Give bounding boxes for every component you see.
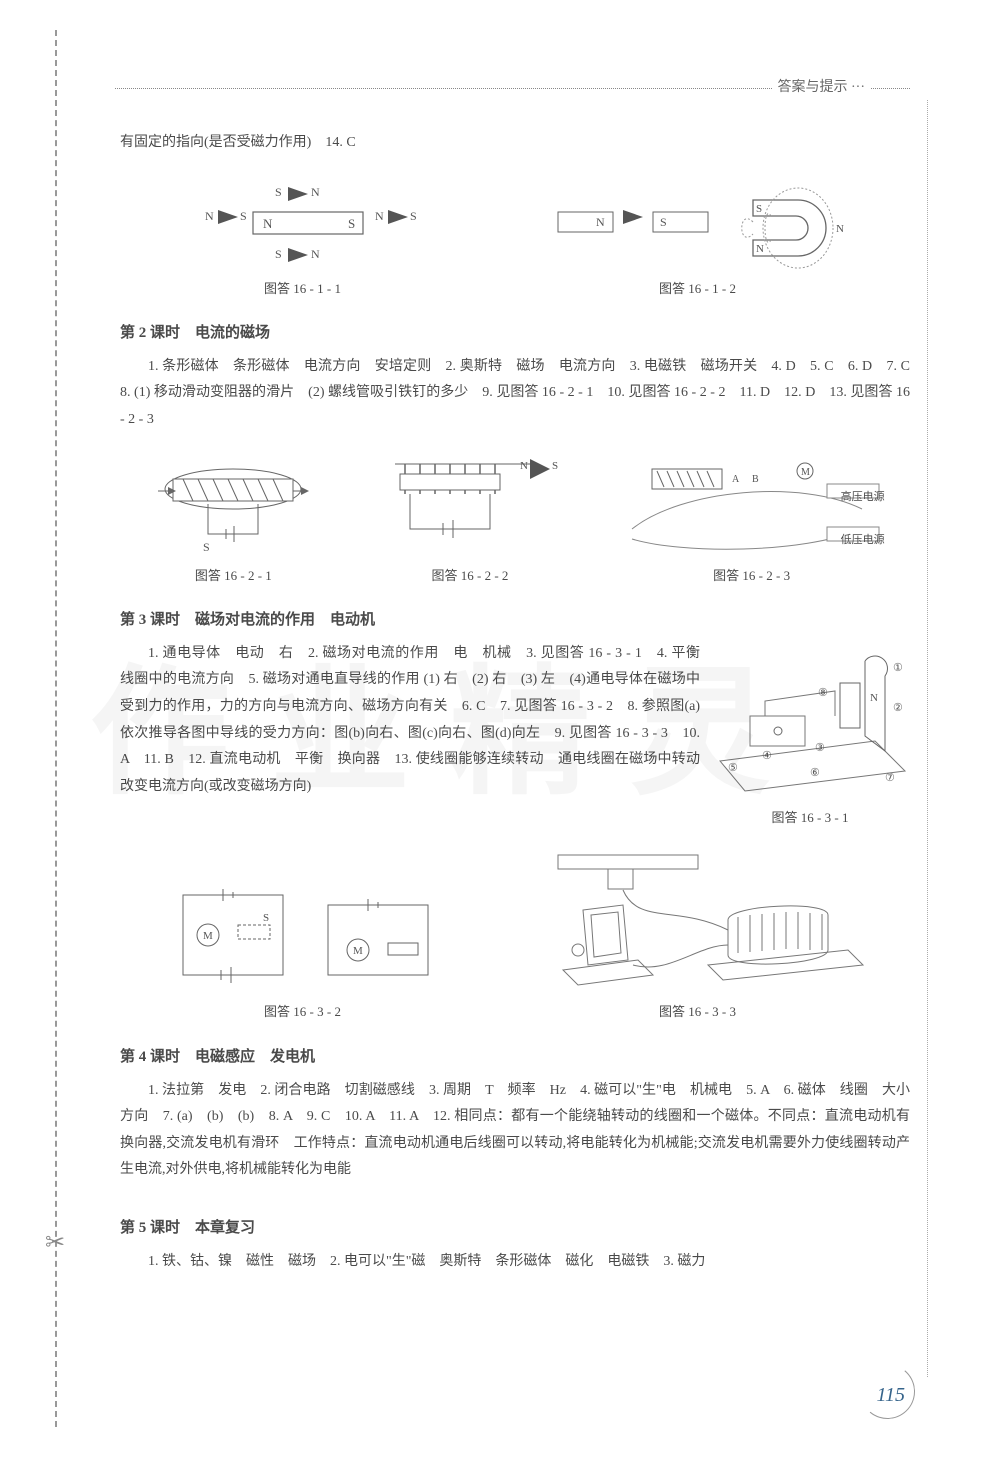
section-5-body: 1. 铁、钴、镍 磁性 磁场 2. 电可以"生"磁 奥斯特 条形磁体 磁化 电磁… xyxy=(120,1249,910,1276)
fig-label: 低压电源 xyxy=(841,530,885,551)
section-5-title: 第 5 课时 本章复习 xyxy=(120,1214,910,1243)
page-number: 115 xyxy=(876,1384,905,1407)
figure-row-1: N S S N N S N S S N 图答 16 - 1 - 1 N xyxy=(120,172,910,302)
figure-16-1-2: N S S N N 图答 16 - 1 - 2 xyxy=(538,172,858,302)
svg-text:⑦: ⑦ xyxy=(885,772,895,784)
svg-text:N: N xyxy=(520,460,528,472)
svg-text:S: S xyxy=(756,203,762,215)
diagram-16-3-1: N ① ② ⑤ ④ ③ ⑥ ⑦ ⑧ xyxy=(710,641,910,801)
figure-16-3-2: M S M 图答 16 - 3 - 2 xyxy=(163,875,443,1025)
section-2-title: 第 2 课时 电流的磁场 xyxy=(120,319,910,348)
diagram-16-2-1: S xyxy=(148,449,318,559)
fig-caption: 图答 16 - 2 - 2 xyxy=(375,564,565,589)
main-content: 有固定的指向(是否受磁力作用) 14. C N S S N N S N S S … xyxy=(120,130,910,1275)
section-3-body: 1. 通电导体 电动 右 2. 磁场对电流的作用 电 机械 3. 见图答 16 … xyxy=(120,641,700,801)
svg-text:⑤: ⑤ xyxy=(728,762,738,774)
svg-text:N: N xyxy=(870,692,878,704)
svg-text:①: ① xyxy=(893,662,903,674)
svg-text:S: S xyxy=(263,912,269,924)
diagram-16-3-3 xyxy=(528,845,868,995)
figure-16-3-3: 图答 16 - 3 - 3 xyxy=(528,845,868,1025)
figure-16-2-3: A B M 高压电源 低压电源 图答 16 - 2 - 3 xyxy=(622,449,882,589)
diagram-16-2-2: N S xyxy=(375,449,565,559)
svg-text:N: N xyxy=(311,247,320,261)
section-4-body: 1. 法拉第 发电 2. 闭合电路 切割磁感线 3. 周期 T 频率 Hz 4.… xyxy=(120,1078,910,1184)
page-dashed-margin xyxy=(55,30,57,1427)
svg-text:④: ④ xyxy=(762,750,772,762)
diagram-16-1-2: N S S N N xyxy=(538,172,858,272)
svg-text:N: N xyxy=(596,215,605,229)
svg-text:M: M xyxy=(353,945,363,957)
figure-16-1-1: N S S N N S N S S N 图答 16 - 1 - 1 xyxy=(173,172,433,302)
svg-text:S: S xyxy=(240,209,247,223)
figure-16-3-1: N ① ② ⑤ ④ ③ ⑥ ⑦ ⑧ 图答 16 - 3 - 1 xyxy=(710,641,910,831)
svg-text:M: M xyxy=(801,467,810,478)
svg-text:S: S xyxy=(660,215,667,229)
section-3-title: 第 3 课时 磁场对电流的作用 电动机 xyxy=(120,606,910,635)
fig-caption: 图答 16 - 3 - 1 xyxy=(710,806,910,831)
svg-text:S: S xyxy=(348,216,355,231)
figure-row-3: M S M 图答 16 - 3 - 2 xyxy=(120,845,910,1025)
svg-text:⑧: ⑧ xyxy=(818,687,828,699)
figure-row-2: S 图答 16 - 2 - 1 N S 图答 16 - 2 - 2 xyxy=(120,449,910,589)
diagram-16-1-1: N S S N N S N S S N xyxy=(173,172,433,272)
svg-text:A: A xyxy=(732,474,740,485)
svg-text:N: N xyxy=(311,185,320,199)
svg-text:③: ③ xyxy=(815,742,825,754)
page-right-dotted xyxy=(927,100,928,1377)
scissor-icon: ✂ xyxy=(45,1228,65,1257)
section-4-title: 第 4 课时 电磁感应 发电机 xyxy=(120,1043,910,1072)
fig-caption: 图答 16 - 1 - 1 xyxy=(173,277,433,302)
svg-text:S: S xyxy=(275,185,282,199)
svg-text:B: B xyxy=(752,474,759,485)
svg-text:②: ② xyxy=(893,702,903,714)
diagram-16-3-2: M S M xyxy=(163,875,443,995)
svg-text:N: N xyxy=(205,209,214,223)
svg-text:S: S xyxy=(203,540,210,554)
svg-text:N: N xyxy=(375,209,384,223)
svg-text:N: N xyxy=(263,216,273,231)
svg-text:N: N xyxy=(756,243,764,255)
svg-text:S: S xyxy=(275,247,282,261)
section-2-body: 1. 条形磁体 条形磁体 电流方向 安培定则 2. 奥斯特 磁场 电流方向 3.… xyxy=(120,354,910,434)
fig-caption: 图答 16 - 1 - 2 xyxy=(538,277,858,302)
fig-caption: 图答 16 - 3 - 3 xyxy=(528,1000,868,1025)
header-label: 答案与提示 ··· xyxy=(773,76,871,96)
fig-caption: 图答 16 - 3 - 2 xyxy=(163,1000,443,1025)
svg-text:N: N xyxy=(836,223,844,235)
svg-text:S: S xyxy=(552,460,558,472)
section-3-wrap: 1. 通电导体 电动 右 2. 磁场对电流的作用 电 机械 3. 见图答 16 … xyxy=(120,641,910,831)
svg-text:⑥: ⑥ xyxy=(810,767,820,779)
figure-16-2-2: N S 图答 16 - 2 - 2 xyxy=(375,449,565,589)
fig-label: 高压电源 xyxy=(841,487,885,508)
intro-text: 有固定的指向(是否受磁力作用) 14. C xyxy=(120,130,910,157)
svg-text:S: S xyxy=(410,209,417,223)
fig-caption: 图答 16 - 2 - 1 xyxy=(148,564,318,589)
svg-text:M: M xyxy=(203,930,213,942)
fig-caption: 图答 16 - 2 - 3 xyxy=(622,564,882,589)
figure-16-2-1: S 图答 16 - 2 - 1 xyxy=(148,449,318,589)
